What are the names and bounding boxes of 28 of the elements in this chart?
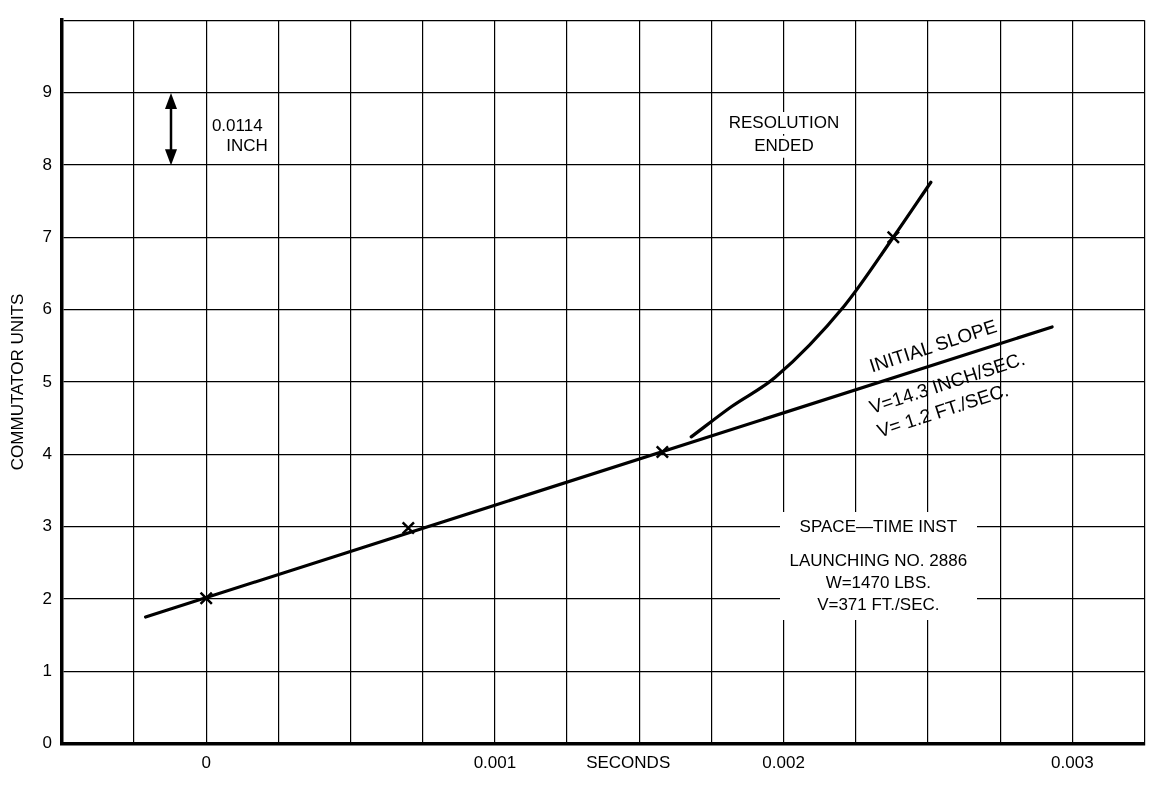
y-tick-label: 1	[42, 660, 52, 680]
point	[199, 591, 214, 606]
annotation: W=1470 LBS.	[824, 572, 932, 595]
y-tick-label: 2	[42, 588, 52, 608]
y-tick-label: 4	[42, 443, 52, 463]
annotation: RESOLUTION	[728, 112, 840, 132]
y-tick-label: 6	[42, 299, 52, 319]
point	[655, 445, 670, 459]
y-tick-label: 8	[42, 154, 52, 174]
y-tick-label: 0	[42, 733, 52, 753]
annotation: 0.0114	[211, 115, 263, 135]
y-tick-label: 3	[42, 516, 52, 536]
x-tick-label: 0.002	[762, 753, 805, 773]
x-tick-label: 0.001	[473, 753, 517, 773]
point	[886, 230, 901, 245]
x-axis-title: SECONDS	[586, 753, 671, 773]
y-axis-title: COMMUTATOR UNITS	[7, 293, 27, 471]
y-tick-label: 7	[42, 226, 52, 246]
x-tick-label: 0	[201, 753, 211, 773]
x-tick-label: 0.003	[1051, 753, 1094, 773]
annotation: INCH	[226, 136, 268, 156]
point	[401, 521, 416, 535]
annotation: ENDED	[754, 136, 814, 156]
annotation: SPACE—TIME INST	[798, 516, 959, 539]
annotation: LAUNCHING NO. 2886	[789, 550, 968, 573]
y-tick-label: 5	[42, 371, 52, 391]
y-tick-label: 9	[42, 82, 52, 102]
annotation: V=371 FT./SEC.	[816, 594, 941, 617]
